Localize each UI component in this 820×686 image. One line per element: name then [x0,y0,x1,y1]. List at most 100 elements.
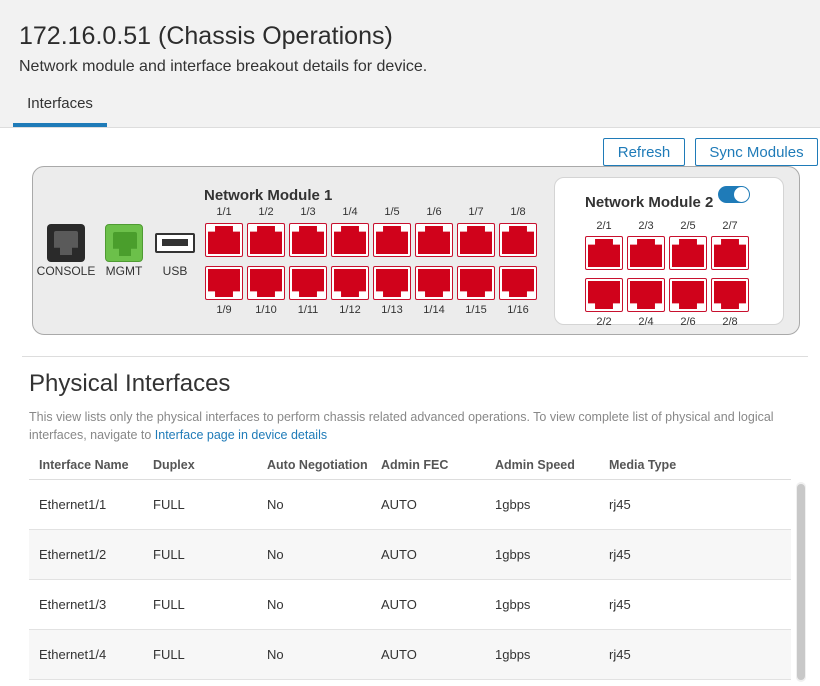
module2-toggle[interactable] [718,186,750,203]
ethernet-port-icon[interactable] [627,278,665,312]
page-header: 172.16.0.51 (Chassis Operations) Network… [0,0,820,128]
table-cell: FULL [153,547,185,562]
ethernet-port-icon[interactable] [585,236,623,270]
ethernet-port-icon[interactable] [711,278,749,312]
table-header: Interface Name Duplex Auto Negotiation Admi… [29,452,791,480]
table-row[interactable]: Ethernet1/2 FULL No AUTO 1gbps rj45 [29,530,791,580]
table-cell: No [267,547,284,562]
section-divider [22,356,808,357]
table-scrollbar[interactable] [796,482,806,682]
port-label: 1/10 [255,304,277,316]
ethernet-port-icon[interactable] [669,236,707,270]
column-header: Auto Negotiation [267,458,368,472]
interface-page-link[interactable]: Interface page in device details [154,428,328,442]
table-cell: No [267,597,284,612]
ethernet-port-icon[interactable] [331,223,369,257]
table-cell: 1gbps [495,497,531,512]
port-label: 1/4 [342,206,358,218]
chassis-panel: CONSOLE MGMT USB Network Module 1 1/1 1/2… [32,166,800,335]
port-label: 2/8 [722,316,738,328]
port-label: 2/2 [596,316,612,328]
ethernet-port-icon[interactable] [585,278,623,312]
ethernet-port-icon[interactable] [289,266,327,300]
table-cell: rj45 [609,647,631,662]
table-body: Ethernet1/1 FULL No AUTO 1gbps rj45 Ethernet1/… [29,480,791,680]
ethernet-port-icon[interactable] [457,223,495,257]
port-label: 1/2 [258,206,274,218]
ethernet-port-icon[interactable] [247,223,285,257]
column-header: Interface Name [39,458,129,472]
ethernet-port-icon[interactable] [373,223,411,257]
ethernet-port-icon[interactable] [205,223,243,257]
port-label: 1/14 [423,304,445,316]
ethernet-port-icon[interactable] [499,223,537,257]
port-label: 1/15 [465,304,487,316]
port-label: 1/1 [216,206,232,218]
table-cell: AUTO [381,547,417,562]
interfaces-table: Interface Name Duplex Auto Negotiation Admi… [29,452,791,680]
ethernet-port-icon[interactable] [669,278,707,312]
table-cell: Ethernet1/1 [39,497,107,512]
ethernet-port-icon[interactable] [457,266,495,300]
table-cell: FULL [153,497,185,512]
table-cell: FULL [153,597,185,612]
table-cell: AUTO [381,497,417,512]
physical-interfaces-desc: This view lists only the physical interf… [29,408,799,444]
table-cell: AUTO [381,597,417,612]
port-label: 1/13 [381,304,403,316]
port-label: 1/3 [300,206,316,218]
ethernet-port-icon[interactable] [247,266,285,300]
sync-modules-button[interactable]: Sync Modules [695,138,818,166]
page-title: 172.16.0.51 (Chassis Operations) [19,22,393,50]
port-label: 1/16 [507,304,529,316]
table-cell: 1gbps [495,597,531,612]
table-cell: rj45 [609,547,631,562]
column-header: Duplex [153,458,195,472]
port-label: 1/8 [510,206,526,218]
column-header: Admin FEC [381,458,449,472]
table-cell: FULL [153,647,185,662]
port-label: 1/9 [216,304,232,316]
module2-title: Network Module 2 [585,194,714,211]
ethernet-port-icon[interactable] [627,236,665,270]
port-label: 2/1 [596,220,612,232]
table-cell: 1gbps [495,647,531,662]
tab-interfaces[interactable]: Interfaces [13,84,107,127]
port-label: 1/5 [384,206,400,218]
ethernet-port-icon[interactable] [373,266,411,300]
table-row[interactable]: Ethernet1/1 FULL No AUTO 1gbps rj45 [29,480,791,530]
port-label: 1/7 [468,206,484,218]
table-cell: rj45 [609,597,631,612]
ethernet-port-icon[interactable] [415,223,453,257]
table-row[interactable]: Ethernet1/3 FULL No AUTO 1gbps rj45 [29,580,791,630]
ethernet-port-icon[interactable] [499,266,537,300]
usb-port-icon[interactable] [155,233,195,253]
mgmt-port-icon[interactable] [105,224,143,262]
ethernet-port-icon[interactable] [289,223,327,257]
table-cell: AUTO [381,647,417,662]
port-label: 2/7 [722,220,738,232]
port-label: 1/6 [426,206,442,218]
console-label: CONSOLE [36,264,96,278]
port-label: 1/12 [339,304,361,316]
ethernet-port-icon[interactable] [331,266,369,300]
module1-title: Network Module 1 [204,187,333,204]
ethernet-port-icon[interactable] [415,266,453,300]
table-cell: Ethernet1/3 [39,597,107,612]
physical-interfaces-title: Physical Interfaces [29,370,231,397]
table-row[interactable]: Ethernet1/4 FULL No AUTO 1gbps rj45 [29,630,791,680]
port-label: 2/4 [638,316,654,328]
scrollbar-thumb[interactable] [797,484,805,680]
module2-panel: Network Module 2 2/1 2/3 2/5 2/7 2/2 2/4 2/6 2/… [554,177,784,328]
table-cell: Ethernet1/2 [39,547,107,562]
ethernet-port-icon[interactable] [711,236,749,270]
desc-text: This view lists only the physical interf… [29,410,774,442]
port-label: 2/3 [638,220,654,232]
ethernet-port-icon[interactable] [205,266,243,300]
mgmt-label: MGMT [105,264,143,278]
refresh-button[interactable]: Refresh [603,138,685,166]
port-label: 2/6 [680,316,696,328]
table-cell: No [267,497,284,512]
table-cell: Ethernet1/4 [39,647,107,662]
console-port-icon[interactable] [47,224,85,262]
